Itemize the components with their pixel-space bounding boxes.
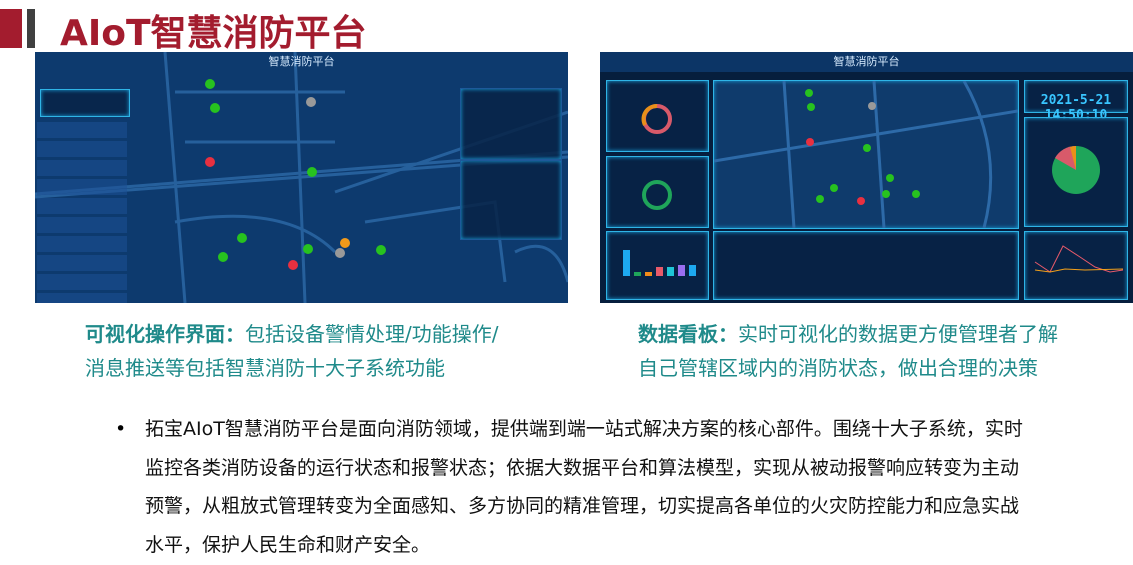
- caption-operation-ui: 可视化操作界面：包括设备警情处理/功能操作/ 消息推送等包括智慧消防十大子系统功…: [85, 317, 498, 385]
- pie-chart-panel: [1024, 117, 1128, 227]
- subsystem-menu-item[interactable]: [37, 179, 127, 195]
- subsystem-menu-item[interactable]: [37, 255, 127, 271]
- message-panel: [460, 160, 562, 240]
- device-list-panel: [713, 231, 1019, 300]
- caption-text: 消息推送等包括智慧消防十大子系统功能: [85, 356, 445, 380]
- line-chart-panel: [1024, 231, 1128, 300]
- subsystem-menu-item[interactable]: [37, 217, 127, 233]
- device-pins: [205, 79, 386, 262]
- caption-label: 可视化操作界面：: [85, 322, 245, 346]
- status-summary-panel: [40, 89, 130, 117]
- caption-text: 包括设备警情处理/功能操作/: [245, 322, 499, 346]
- description-paragraph: 拓宝AIoT智慧消防平台是面向消防领域，提供端到端一站式解决方案的核心部件。围绕…: [145, 418, 1023, 556]
- subsystem-menu-item[interactable]: [37, 198, 127, 214]
- subsystem-menu-item[interactable]: [37, 122, 127, 138]
- subsystem-menu-item[interactable]: [37, 160, 127, 176]
- screen-header: 智慧消防平台: [268, 55, 335, 68]
- subsystem-menu-item[interactable]: [37, 293, 127, 303]
- subsystem-menu-item[interactable]: [37, 274, 127, 290]
- title-accent-gray: [27, 9, 35, 48]
- caption-text: 自己管辖区域内的消防状态，做出合理的决策: [638, 356, 1038, 380]
- filter-panel: [460, 88, 562, 160]
- bar-chart-panel: [606, 231, 709, 300]
- clock-panel: 2021-5-21 14:50:10: [1024, 80, 1128, 123]
- screen-header: 智慧消防平台: [600, 52, 1133, 72]
- dashboard-screenshot: 智慧消防平台 2021-5-21 14:50:10: [600, 52, 1133, 303]
- caption-text: 实时可视化的数据更方便管理者了解: [738, 322, 1058, 346]
- map-panel: [713, 80, 1019, 229]
- caption-dashboard: 数据看板：实时可视化的数据更方便管理者了解 自己管辖区域内的消防状态，做出合理的…: [638, 317, 1058, 385]
- subsystem-menu-item[interactable]: [37, 141, 127, 157]
- operation-ui-screenshot: 智慧消防平台: [35, 52, 568, 303]
- alarm-stats-panel: [606, 80, 709, 152]
- bullet-icon: •: [115, 418, 127, 440]
- subsystem-menu-item[interactable]: [37, 236, 127, 252]
- title-accent-red: [0, 9, 22, 48]
- page-title: AIoT智慧消防平台: [60, 13, 367, 54]
- device-status-panel: [606, 156, 709, 228]
- caption-label: 数据看板：: [638, 322, 738, 346]
